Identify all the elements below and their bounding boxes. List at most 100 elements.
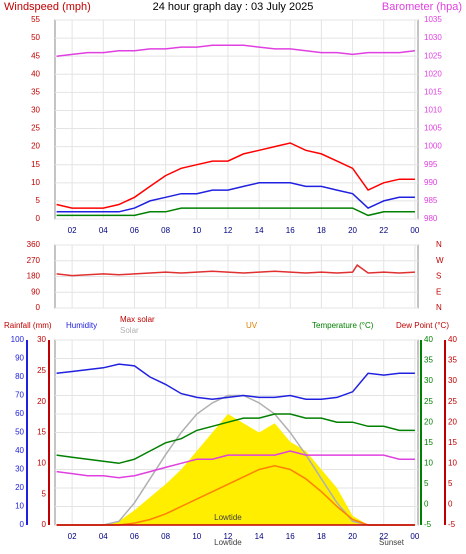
y-tick-label: 50: [31, 33, 40, 42]
y2-tick-label: 1010: [424, 106, 442, 115]
y2-tick-label: 985: [424, 196, 438, 205]
y-tick-label: 360: [27, 240, 41, 249]
legend-entry: Humidity: [66, 321, 97, 330]
y4-tick-label: 30: [448, 376, 457, 385]
x-tick-label: 14: [255, 226, 264, 235]
x-tick-label: 18: [317, 532, 326, 541]
y-tick-label: 5: [36, 196, 41, 205]
x-tick-label: 16: [286, 226, 295, 235]
y2-tick-label: 1015: [424, 87, 442, 96]
x-tick-label: 20: [348, 226, 357, 235]
y2-tick-label: 1030: [424, 33, 442, 42]
y2-tick-label: 1000: [424, 142, 442, 151]
legend-entry: Temperature (°C): [312, 321, 374, 330]
x-tick-label: 18: [317, 226, 326, 235]
legend-entry: Dew Point (°C): [396, 321, 449, 330]
y2-tick-label: S: [436, 272, 441, 281]
x-tick-label: 20: [348, 532, 357, 541]
y-tick-label: 90: [31, 287, 40, 296]
y4-tick-label: 25: [448, 397, 457, 406]
y2-tick-label: N: [436, 303, 442, 312]
y2-tick-label: 1035: [424, 15, 442, 24]
legend-entry: UV: [246, 321, 258, 330]
y-tick-label: 40: [15, 446, 24, 455]
y-tick-label: 70: [15, 391, 24, 400]
y2-tick-label: -5: [424, 520, 432, 529]
x-tick-label: 22: [379, 532, 388, 541]
y2-tick-label: 40: [424, 335, 433, 344]
line: [56, 44, 415, 57]
annotation: Lowtide: [214, 538, 242, 547]
x-tick-label: 04: [99, 532, 108, 541]
y2-tick-label: 35: [424, 356, 433, 365]
line: [56, 142, 415, 209]
y3-tick-label: 30: [37, 335, 46, 344]
y3-tick-label: 5: [42, 489, 47, 498]
x-tick-label: 16: [286, 532, 295, 541]
y2-tick-label: 10: [424, 458, 433, 467]
x-tick-label: 08: [161, 226, 170, 235]
y4-tick-label: 15: [448, 438, 457, 447]
legend-entry: Max solar: [120, 315, 155, 324]
area: [56, 414, 415, 525]
legend-entry: Rainfall (mm): [4, 321, 52, 330]
x-tick-label: 06: [130, 532, 139, 541]
line: [56, 413, 415, 465]
y-tick-label: 30: [15, 465, 24, 474]
y3-tick-label: 10: [37, 458, 46, 467]
y-tick-label: 25: [31, 124, 40, 133]
line: [56, 450, 415, 479]
y-tick-label: 0: [36, 214, 41, 223]
y4-tick-label: 0: [448, 500, 453, 509]
y-tick-label: 20: [31, 142, 40, 151]
x-tick-label: 04: [99, 226, 108, 235]
y2-tick-label: E: [436, 287, 441, 296]
y2-tick-label: 15: [424, 438, 433, 447]
chart-title: 24 hour graph day : 03 July 2025: [153, 1, 314, 13]
y-tick-label: 90: [15, 354, 24, 363]
y-axis-title: Windspeed (mph): [4, 1, 91, 13]
y4-tick-label: 40: [448, 335, 457, 344]
line: [56, 182, 415, 213]
x-tick-label: 22: [379, 226, 388, 235]
x-tick-label: 02: [68, 532, 77, 541]
y-tick-label: 10: [15, 502, 24, 511]
y4-tick-label: 5: [448, 479, 453, 488]
x-tick-label: 14: [255, 532, 264, 541]
y4-tick-label: 20: [448, 417, 457, 426]
line: [56, 264, 415, 277]
y4-tick-label: 35: [448, 356, 457, 365]
x-tick-label: 00: [410, 532, 419, 541]
annotation: Sunset: [379, 538, 405, 547]
plot-area: [54, 19, 419, 220]
x-tick-label: 10: [192, 532, 201, 541]
y-tick-label: 100: [11, 335, 25, 344]
y3-tick-label: 25: [37, 366, 46, 375]
y3-tick-label: 20: [37, 397, 46, 406]
y4-tick-label: -5: [448, 520, 456, 529]
y-tick-label: 80: [15, 372, 24, 381]
y2-tick-label: 1025: [424, 51, 442, 60]
y2-tick-label: 1020: [424, 69, 442, 78]
annotation: Lowtide: [214, 513, 242, 522]
y-tick-label: 180: [27, 272, 41, 281]
y-tick-label: 0: [36, 303, 41, 312]
x-tick-label: 12: [223, 226, 232, 235]
y-tick-label: 60: [15, 409, 24, 418]
y-tick-label: 15: [31, 160, 40, 169]
y2-tick-label: 30: [424, 376, 433, 385]
y-tick-label: 10: [31, 178, 40, 187]
legend-entry: Solar: [120, 326, 139, 335]
y-tick-label: 55: [31, 15, 40, 24]
y-tick-label: 50: [15, 428, 24, 437]
y2-tick-label: 1005: [424, 124, 442, 133]
y2-tick-label: N: [436, 240, 442, 249]
x-tick-label: 02: [68, 226, 77, 235]
y-tick-label: 40: [31, 69, 40, 78]
x-tick-label: 12: [223, 532, 232, 541]
y2-tick-label: 0: [424, 500, 429, 509]
y4-tick-label: 10: [448, 458, 457, 467]
x-tick-label: 10: [192, 226, 201, 235]
line: [56, 363, 415, 400]
